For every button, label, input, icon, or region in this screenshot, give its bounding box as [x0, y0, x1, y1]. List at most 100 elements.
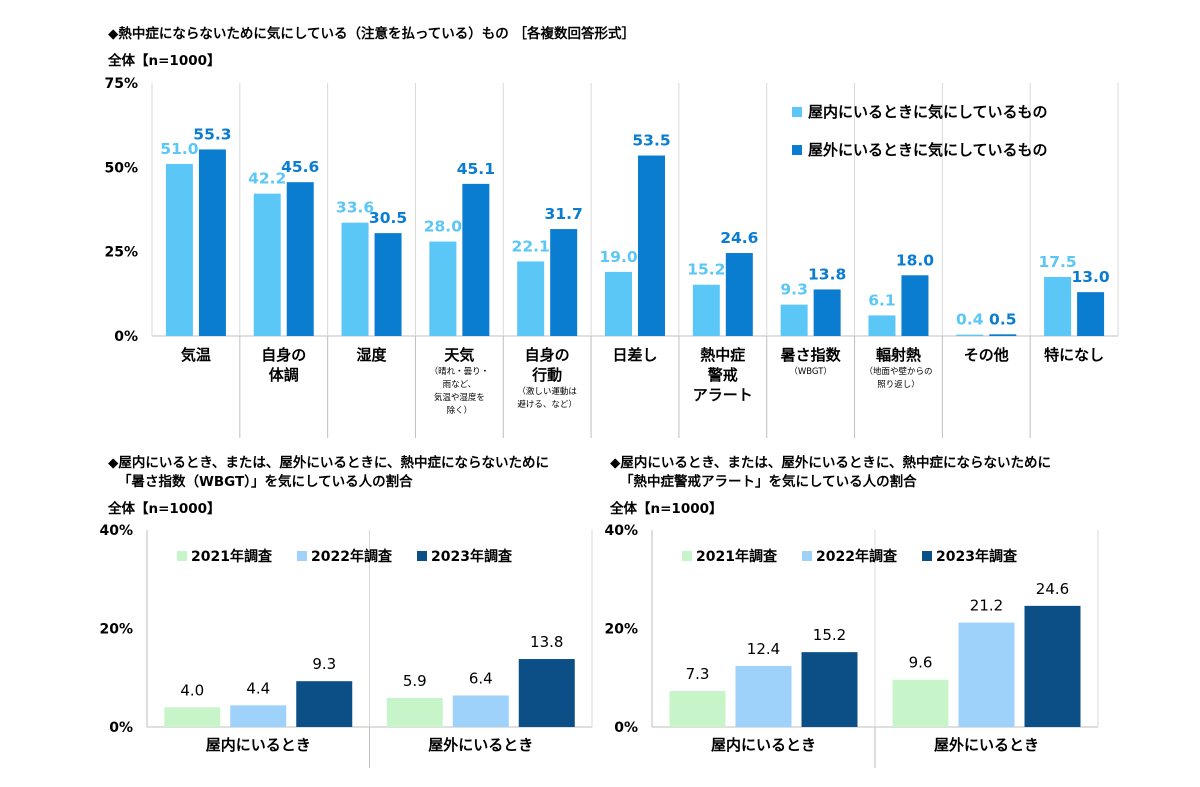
- bar: [989, 334, 1017, 336]
- data-label: 24.6: [720, 229, 758, 247]
- data-label: 31.7: [545, 205, 583, 223]
- data-label: 9.3: [312, 655, 336, 673]
- legend-swatch: [682, 551, 692, 561]
- category-label: アラート: [693, 386, 753, 404]
- category-note: 気温や湿度を: [434, 392, 485, 403]
- legend-swatch: [792, 107, 802, 117]
- category-label: 湿度: [357, 346, 388, 364]
- data-label: 21.2: [970, 597, 1003, 615]
- data-label: 13.8: [808, 265, 846, 283]
- bar: [892, 679, 949, 727]
- data-label: 6.1: [868, 291, 895, 309]
- data-label: 51.0: [160, 140, 198, 158]
- bar: [550, 229, 578, 336]
- bar: [1024, 605, 1081, 727]
- bar: [286, 182, 314, 336]
- bar: [813, 289, 841, 336]
- bar: [956, 334, 984, 336]
- data-label: 6.4: [469, 669, 493, 687]
- data-label: 0.5: [989, 310, 1016, 328]
- category-label: 暑さ指数: [781, 346, 842, 364]
- bar: [429, 241, 457, 336]
- data-label: 45.1: [457, 160, 495, 178]
- y-tick-label: 75%: [104, 76, 138, 92]
- data-label: 55.3: [193, 125, 231, 143]
- legend-label: 2022年調査: [816, 548, 898, 565]
- main-chart-title: ◆熱中症にならないために気にしている（注意を払っている）もの ［各複数回答形式］: [108, 26, 636, 42]
- bar: [692, 284, 720, 336]
- data-label: 12.4: [747, 640, 780, 658]
- bar: [605, 271, 632, 336]
- y-tick-label: 25%: [104, 245, 138, 261]
- alert-chart-subtitle: 全体【n=1000】: [610, 501, 723, 517]
- bar: [517, 261, 545, 336]
- bar: [1044, 276, 1072, 336]
- data-label: 42.2: [248, 170, 286, 188]
- category-label: 行動: [531, 366, 562, 384]
- data-label: 5.9: [403, 672, 427, 690]
- wbgt-chart-title-line1: ◆屋内にいるとき、または、屋外にいるときに、熱中症にならないために: [108, 455, 550, 471]
- data-label: 7.3: [686, 665, 710, 683]
- legend-swatch: [792, 145, 802, 155]
- bar: [341, 222, 369, 336]
- bar: [1077, 292, 1105, 336]
- data-label: 28.0: [424, 218, 462, 236]
- category-label: 熱中症: [700, 346, 745, 364]
- bar: [669, 691, 726, 727]
- legend-label: 屋内にいるときに気にしているもの: [808, 103, 1048, 121]
- bar: [958, 622, 1015, 727]
- data-label: 13.0: [1071, 268, 1109, 286]
- category-label: 自身の: [261, 346, 306, 364]
- category-note: 雨など、: [443, 380, 477, 390]
- data-label: 4.0: [180, 681, 204, 699]
- category-label: その他: [964, 346, 1009, 364]
- bar: [165, 163, 193, 336]
- category-label: 体調: [269, 366, 299, 384]
- data-label: 4.4: [246, 679, 270, 697]
- bar: [462, 183, 490, 336]
- wbgt-chart-subtitle: 全体【n=1000】: [108, 501, 221, 517]
- legend-swatch: [177, 551, 187, 561]
- category-note: （地面や壁からの: [864, 366, 932, 377]
- bar: [638, 155, 665, 336]
- legend-swatch: [802, 551, 812, 561]
- category-note: （晴れ・曇り・: [430, 366, 490, 377]
- y-tick-label: 20%: [99, 622, 133, 638]
- y-tick-label: 40%: [99, 523, 133, 539]
- legend-label: 屋外にいるときに気にしているもの: [808, 141, 1048, 159]
- data-label: 24.6: [1036, 580, 1069, 598]
- category-label: 輻射熱: [876, 346, 921, 364]
- category-label: 警戒: [707, 366, 738, 384]
- category-label: 屋内にいるとき: [711, 736, 816, 754]
- alert-chart-title-line1: ◆屋内にいるとき、または、屋外にいるときに、熱中症にならないために: [610, 455, 1052, 471]
- data-label: 9.6: [909, 654, 933, 672]
- bar: [452, 695, 509, 727]
- category-label: 気温: [181, 346, 211, 364]
- legend-swatch: [297, 551, 307, 561]
- data-label: 15.2: [687, 261, 725, 279]
- category-note: 避ける、など）: [517, 399, 577, 410]
- legend-swatch: [922, 551, 932, 561]
- bar: [725, 253, 753, 336]
- bar: [801, 652, 858, 727]
- legend-label: 2021年調査: [696, 548, 778, 565]
- data-label: 22.1: [512, 237, 550, 255]
- data-label: 33.6: [336, 199, 374, 217]
- category-note: 除く）: [447, 405, 473, 416]
- data-label: 18.0: [896, 251, 934, 269]
- legend-label: 2022年調査: [311, 548, 393, 565]
- category-label: 屋外にいるとき: [934, 736, 1039, 754]
- category-label: 自身の: [525, 346, 570, 364]
- data-label: 30.5: [369, 209, 407, 227]
- category-note: （WBGT）: [789, 366, 832, 377]
- bar: [518, 659, 575, 727]
- y-tick-label: 0%: [109, 720, 133, 736]
- data-label: 19.0: [599, 248, 637, 266]
- bar: [868, 315, 896, 336]
- category-label: 天気: [444, 346, 474, 364]
- legend-label: 2021年調査: [191, 548, 273, 565]
- data-label: 9.3: [780, 281, 807, 299]
- data-label: 0.4: [956, 311, 984, 329]
- bar: [296, 681, 353, 727]
